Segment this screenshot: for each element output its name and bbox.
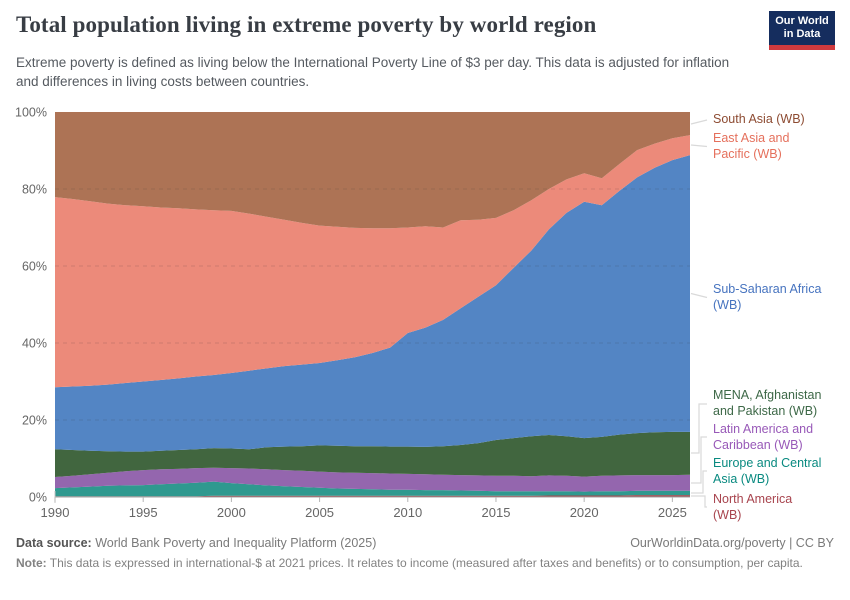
legend-label-line: Europe and Central <box>713 456 822 470</box>
legend-label-line: Sub-Saharan Africa <box>713 282 822 296</box>
y-axis-label: 20% <box>22 414 47 428</box>
legend-label-line: South Asia (WB) <box>713 112 805 126</box>
chart-area[interactable]: 0% 20% 40% 60% 80% 100% 1990 1995 2000 2005 2010 20… <box>0 100 850 546</box>
legend-label-line: Latin America and <box>713 422 814 436</box>
x-axis-label: 2010 <box>393 505 422 520</box>
legend-item-north-america[interactable]: North America (WB) <box>713 492 847 523</box>
footer-note: Note: This data is expressed in internat… <box>16 555 822 571</box>
legend-label-line: and Pakistan (WB) <box>713 403 818 418</box>
y-axis-label: 100% <box>15 106 47 120</box>
legend-connector <box>690 119 708 125</box>
page-title: Total population living in extreme pover… <box>16 12 597 37</box>
legend-label-line: (WB) <box>713 507 742 522</box>
owid-logo[interactable]: Our World in Data <box>769 11 835 50</box>
legend-connector <box>691 470 707 494</box>
chart-subtitle: Extreme poverty is defined as living bel… <box>16 55 730 89</box>
legend-connector <box>691 495 707 508</box>
y-axis-label: 0% <box>29 491 47 505</box>
owid-logo-line2: in Data <box>783 28 821 40</box>
y-axis-label: 40% <box>22 337 47 351</box>
footer-divider: | <box>785 536 796 550</box>
legend-item-sub-saharan-africa[interactable]: Sub-Saharan Africa (WB) <box>713 282 847 313</box>
area-latin-america-caribbean[interactable] <box>55 467 690 492</box>
legend-connector <box>691 403 707 454</box>
legend-connector <box>690 292 708 299</box>
x-axis-label: 2020 <box>570 505 599 520</box>
y-axis-label: 80% <box>22 183 47 197</box>
legend-item-south-asia[interactable]: South Asia (WB) <box>713 112 847 128</box>
data-source: Data source: World Bank Poverty and Ineq… <box>16 536 376 550</box>
legend-label-line: North America <box>713 492 793 506</box>
legend-item-latin-america-caribbean[interactable]: Latin America and Caribbean (WB) <box>713 422 847 453</box>
legend-label-line: Caribbean (WB) <box>713 437 803 452</box>
legend-label-line: MENA, Afghanistan <box>713 388 822 402</box>
legend-connector <box>691 436 707 484</box>
legend-item-mena-afghanistan-pakistan[interactable]: MENA, Afghanistan and Pakistan (WB) <box>713 388 847 419</box>
legend-item-europe-central-asia[interactable]: Europe and Central Asia (WB) <box>713 456 847 487</box>
data-source-label: Data source: <box>16 536 92 550</box>
legend-label-line: East Asia and <box>713 131 790 145</box>
legend-item-east-asia-pacific[interactable]: East Asia and Pacific (WB) <box>713 131 847 162</box>
owid-url-link[interactable]: OurWorldinData.org/poverty <box>630 536 786 550</box>
area-sub-saharan-africa[interactable] <box>55 155 690 452</box>
x-axis-label: 1990 <box>41 505 70 520</box>
data-source-value: World Bank Poverty and Inequality Platfo… <box>95 536 377 550</box>
area-mena-afghanistan-pakistan[interactable] <box>55 431 690 477</box>
area-east-asia-pacific[interactable] <box>55 135 690 388</box>
x-axis-label: 2025 <box>658 505 687 520</box>
license-link[interactable]: CC BY <box>795 536 834 550</box>
x-axis-label: 2005 <box>305 505 334 520</box>
stacked-area-chart[interactable]: 0% 20% 40% 60% 80% 100% 1990 1995 2000 2005 2010 20… <box>0 100 850 546</box>
area-south-asia[interactable] <box>55 112 690 229</box>
footer-links: OurWorldinData.org/poverty | CC BY <box>630 536 834 550</box>
x-axis-label: 2000 <box>217 505 246 520</box>
y-axis-label: 60% <box>22 260 47 274</box>
chart-footer: Data source: World Bank Poverty and Ineq… <box>16 536 834 571</box>
legend-label-line: (WB) <box>713 297 742 312</box>
x-axis-label: 1995 <box>129 505 158 520</box>
x-axis-label: 2015 <box>482 505 511 520</box>
footer-note-label: Note: <box>16 556 47 570</box>
footer-note-value: This data is expressed in international-… <box>49 556 803 570</box>
legend-label-line: Pacific (WB) <box>713 146 782 161</box>
legend-label-line: Asia (WB) <box>713 471 770 486</box>
area-europe-central-asia[interactable] <box>55 481 690 497</box>
legend-connector <box>690 144 708 148</box>
owid-logo-line1: Our World <box>775 15 829 27</box>
